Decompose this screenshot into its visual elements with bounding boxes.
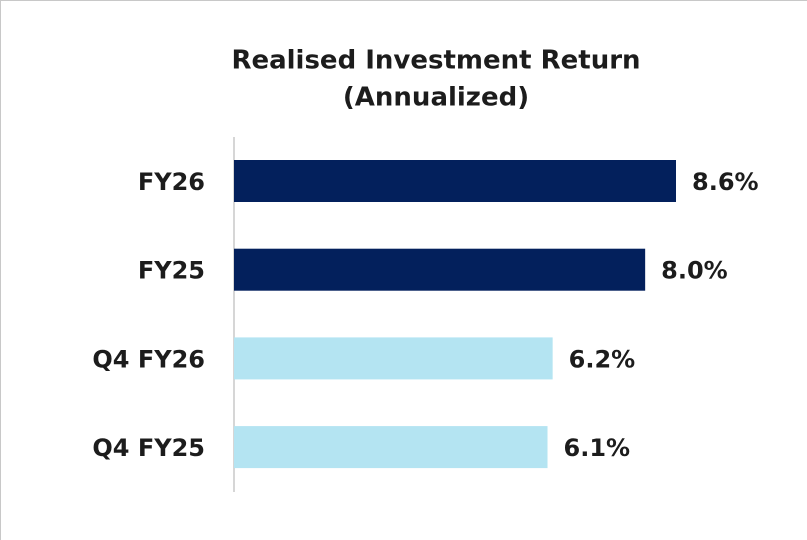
value-label: 6.1% xyxy=(564,434,631,462)
chart-title: Realised Investment Return xyxy=(231,46,640,76)
category-label: FY26 xyxy=(138,168,205,196)
bar xyxy=(234,248,646,291)
value-label: 8.6% xyxy=(692,168,759,196)
category-label: Q4 FY25 xyxy=(92,434,205,462)
category-label: FY25 xyxy=(138,257,205,285)
bar xyxy=(234,337,553,380)
value-label: 8.0% xyxy=(661,257,728,285)
bar xyxy=(234,426,548,469)
chart-title: (Annualized) xyxy=(343,83,529,113)
value-label: 6.2% xyxy=(569,345,636,373)
category-label: Q4 FY26 xyxy=(92,345,205,373)
bar xyxy=(234,160,676,202)
